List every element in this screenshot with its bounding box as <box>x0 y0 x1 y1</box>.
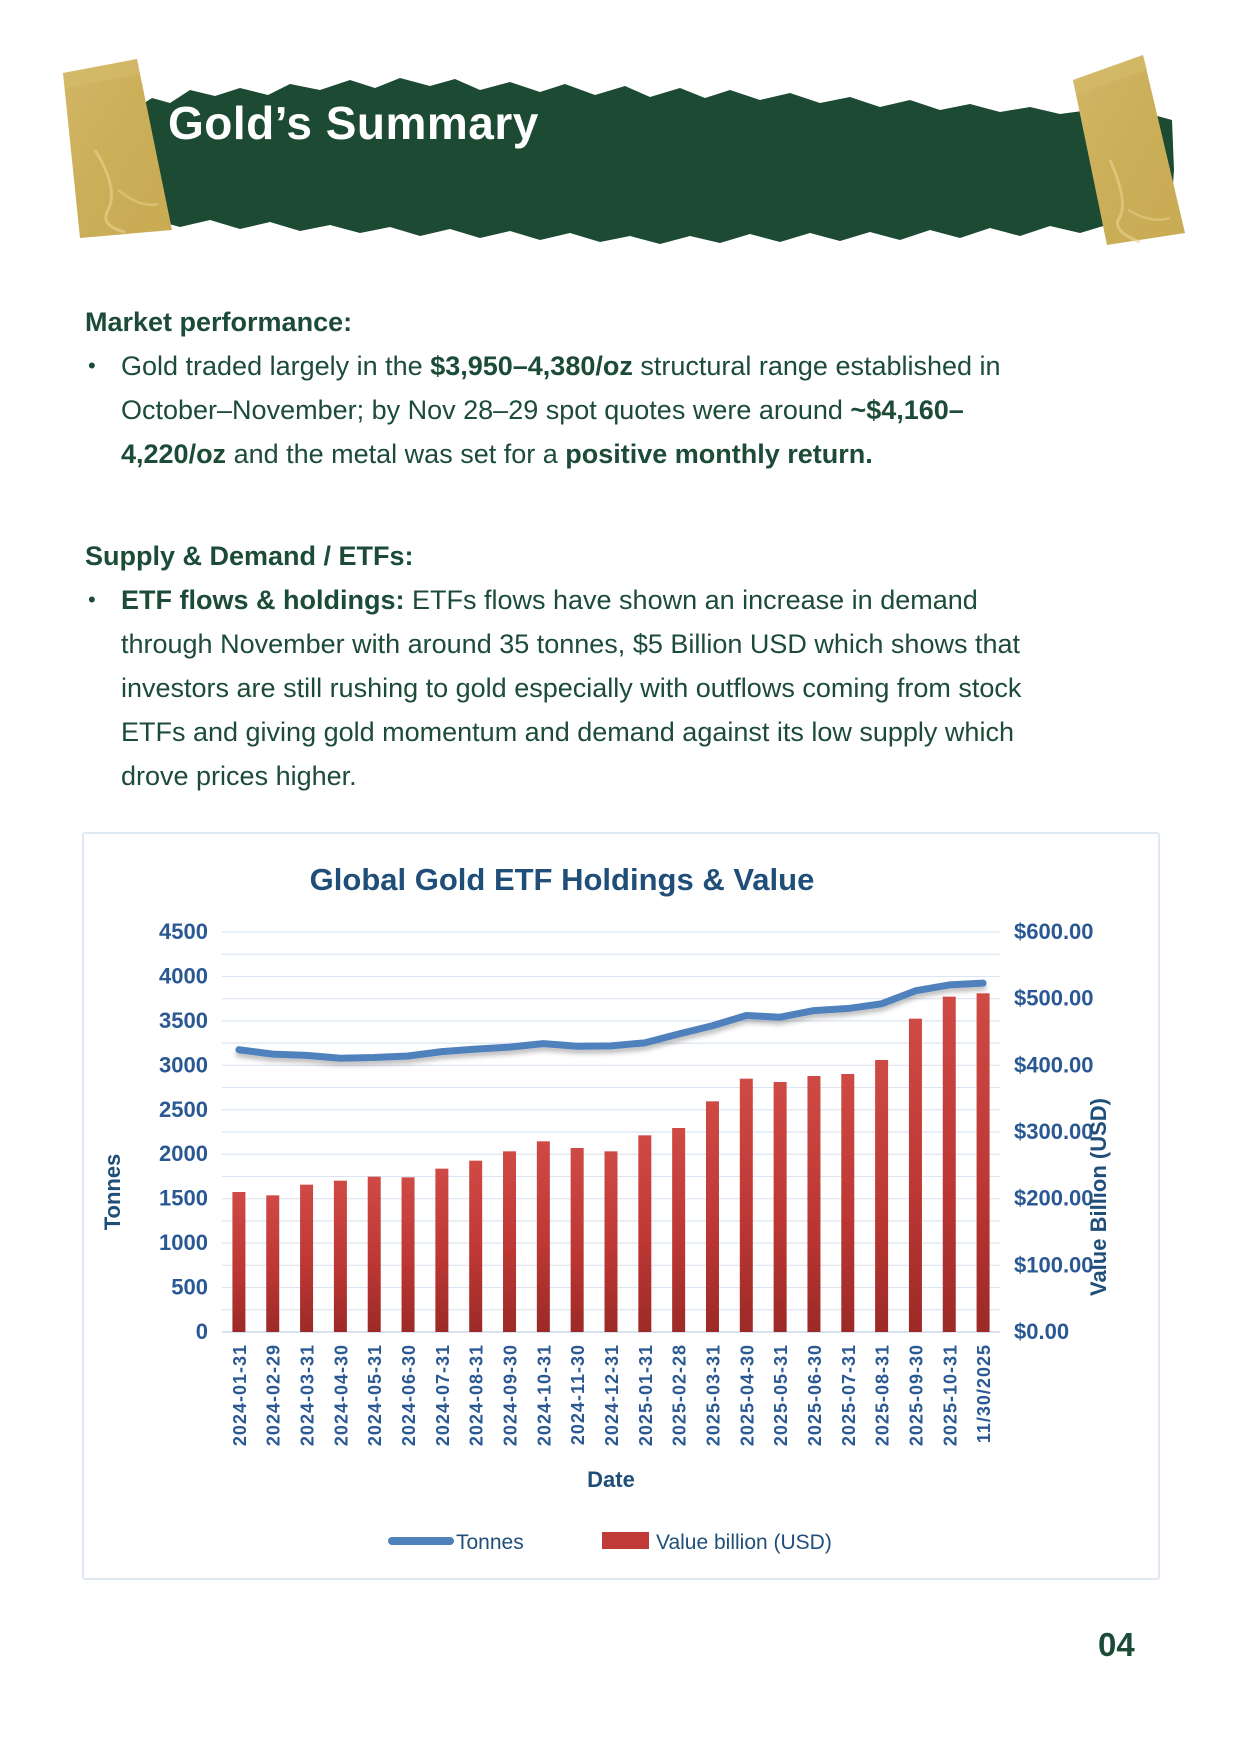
bullet-text: Gold traded largely in the $3,950–4,380/… <box>121 344 1061 476</box>
x-axis-date-label: 11/30/2025 <box>974 1344 994 1443</box>
bar-value-billion <box>469 1160 483 1332</box>
bold-text-run: $3,950–4,380/oz <box>430 351 633 381</box>
legend-bar-swatch <box>602 1532 649 1549</box>
bar-value-billion <box>300 1184 314 1332</box>
bar-value-billion <box>232 1192 246 1332</box>
bar-value-billion <box>333 1180 347 1332</box>
y-axis-right-tick: $200.00 <box>1014 1186 1094 1211</box>
x-axis-date-label: 2024-08-31 <box>467 1344 487 1446</box>
section-heading-market-performance: Market performance: <box>85 307 353 337</box>
x-axis-date-label: 2024-10-31 <box>534 1344 554 1446</box>
x-axis-date-label: 2025-05-31 <box>771 1344 791 1446</box>
section-heading-supply-demand: Supply & Demand / ETFs: <box>85 541 414 571</box>
bar-value-billion <box>773 1082 787 1332</box>
y-axis-right-tick: $400.00 <box>1014 1052 1094 1077</box>
bar-value-billion <box>739 1078 753 1332</box>
x-axis-date-label: 2025-08-31 <box>873 1344 893 1446</box>
y-axis-left-tick: 1000 <box>159 1230 208 1255</box>
bar-value-billion <box>367 1176 381 1332</box>
x-axis-date-label: 2024-05-31 <box>365 1344 385 1446</box>
x-axis-date-label: 2025-10-31 <box>940 1344 960 1446</box>
legend-label-value: Value billion (USD) <box>656 1531 832 1554</box>
bar-value-billion <box>536 1141 550 1332</box>
page-number: 04 <box>1098 1626 1135 1663</box>
x-axis-date-label: 2024-06-30 <box>399 1344 419 1446</box>
bar-value-billion <box>604 1151 618 1332</box>
bar-value-billion <box>266 1195 280 1332</box>
gold-etf-combo-chart: Global Gold ETF Holdings & Value 4500 4000… <box>100 862 1111 1554</box>
bar-value-billion <box>841 1074 855 1332</box>
bar-value-billion <box>942 996 956 1332</box>
x-axis-date-label: 2024-12-31 <box>602 1344 622 1446</box>
y-axis-left-tick: 0 <box>196 1319 208 1344</box>
y-axis-right-tick: $600.00 <box>1014 919 1094 944</box>
x-axis-date-label: 2025-06-30 <box>805 1344 825 1446</box>
y-axis-left-tick: 500 <box>171 1275 208 1300</box>
chart-title: Global Gold ETF Holdings & Value <box>310 862 815 897</box>
y-axis-right-tick: $0.00 <box>1014 1319 1069 1344</box>
y-axis-left-tick: 1500 <box>159 1186 208 1211</box>
x-axis-date-label: 2024-02-29 <box>264 1344 284 1446</box>
banner: Gold’s Summary <box>0 0 1241 270</box>
text-run: ETFs flows have shown an increase in dem… <box>121 585 1022 791</box>
y-axis-left-tick: 3500 <box>159 1008 208 1033</box>
legend-label-tonnes: Tonnes <box>456 1531 524 1554</box>
x-axis-date-label: 2025-03-31 <box>703 1344 723 1446</box>
bar-value-billion <box>435 1168 449 1332</box>
bullet-etf-flows: • ETF flows & holdings: ETFs flows have … <box>85 578 1085 798</box>
page-title: Gold’s Summary <box>168 97 539 149</box>
text-run: Gold traded largely in the <box>121 351 431 381</box>
tape-right <box>1073 55 1185 245</box>
bar-value-billion <box>503 1151 517 1332</box>
x-axis-date-label: 2024-07-31 <box>433 1344 453 1446</box>
bullet-text: ETF flows & holdings: ETFs flows have sh… <box>121 578 1061 798</box>
summary-content: Market performance: • Gold traded largel… <box>85 300 1085 798</box>
bar-value-billion <box>908 1018 922 1332</box>
bullet-dot: • <box>88 353 96 378</box>
y-axis-left-title: Tonnes <box>100 1154 125 1231</box>
y-axis-left-tick: 4500 <box>159 919 208 944</box>
x-axis-date-label: 2024-09-30 <box>501 1344 521 1446</box>
line-tonnes <box>235 979 987 1062</box>
banner-art <box>63 55 1185 245</box>
text-run: structural range established in October–… <box>121 351 1001 425</box>
bar-value-billion <box>672 1128 686 1332</box>
y-axis-left-tick: 2000 <box>159 1141 208 1166</box>
y-axis-left-tick: 2500 <box>159 1097 208 1122</box>
tape-left <box>63 59 172 238</box>
bar-value-billion <box>570 1148 584 1332</box>
x-axis-title: Date <box>587 1467 635 1492</box>
torn-paper-banner <box>130 78 1174 244</box>
text-run: and the metal was set for a <box>226 439 566 469</box>
x-axis-date-label: 2025-04-30 <box>737 1344 757 1446</box>
section-gap <box>85 476 1085 534</box>
x-axis-date-label: 2025-07-31 <box>839 1344 859 1446</box>
x-axis-date-label: 2025-02-28 <box>670 1344 690 1446</box>
bar-value-billion <box>807 1076 821 1332</box>
bar-value-billion <box>705 1101 719 1332</box>
y-axis-left-tick: 3000 <box>159 1052 208 1077</box>
bold-text-run: positive monthly return. <box>565 439 873 469</box>
y-axis-right-title: Value Billion (USD) <box>1086 1098 1111 1296</box>
etf-chart-card: Global Gold ETF Holdings & Value 4500 4000… <box>82 832 1160 1580</box>
bold-text-run: ~$4,160–4,220/oz <box>121 395 964 469</box>
x-axis-date-label: 2025-01-31 <box>636 1344 656 1446</box>
bar-value-billion <box>875 1060 889 1332</box>
bullet-dot: • <box>88 587 96 612</box>
y-axis-right-tick: $500.00 <box>1014 986 1094 1011</box>
x-axis-date-label: 2025-09-30 <box>906 1344 926 1446</box>
x-axis-date-label: 2024-01-31 <box>230 1344 250 1446</box>
y-axis-left-tick: 4000 <box>159 963 208 988</box>
x-axis-date-label: 2024-04-30 <box>331 1344 351 1446</box>
bar-value-billion <box>976 993 990 1332</box>
bar-value-billion <box>638 1135 652 1332</box>
y-axis-right-tick: $300.00 <box>1014 1119 1094 1144</box>
x-axis-date-label: 2024-03-31 <box>298 1344 318 1446</box>
bullet-market-performance: • Gold traded largely in the $3,950–4,38… <box>85 344 1085 476</box>
bar-value-billion <box>401 1177 415 1332</box>
x-axis-date-label: 2024-11-30 <box>568 1344 588 1445</box>
bold-text-run: ETF flows & holdings: <box>121 585 405 615</box>
y-axis-right-tick: $100.00 <box>1014 1252 1094 1277</box>
